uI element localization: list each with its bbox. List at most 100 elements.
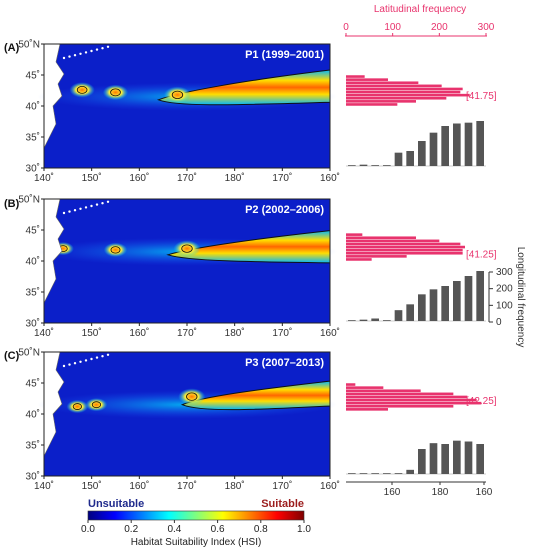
island	[106, 200, 110, 203]
lat-tick-label: 40˚	[26, 409, 40, 421]
lat-frequency-bar	[346, 404, 454, 408]
lon-frequency-bar	[383, 320, 391, 321]
island	[84, 51, 88, 54]
lat-frequency-bar	[346, 395, 468, 399]
lat-frequency-tick-label: 200	[431, 22, 448, 33]
suitability-contour	[91, 401, 102, 409]
colorbar-tick-label: 0.4	[167, 524, 181, 535]
lat-frequency-bar	[346, 392, 454, 396]
panel-a: (A) P1 (1999–2001) 50˚N 45˚ 40˚ 35˚ 30˚140˚ 15…	[4, 39, 497, 185]
suitability-contour	[76, 85, 88, 94]
panel-c-lat-histogram: [42.25]	[346, 383, 497, 411]
lat-frequency-bar	[346, 93, 470, 97]
island	[101, 355, 104, 358]
lon-frequency-bar	[359, 164, 368, 166]
lon-frequency-bar	[394, 473, 403, 474]
lon-hist-tick-label: 160	[384, 487, 401, 498]
lon-frequency-bar	[406, 304, 414, 321]
island	[62, 364, 66, 368]
panel-c: (C) P3 (2007–2013) 50˚N 45˚ 40˚ 35˚ 30˚140˚ 15…	[4, 347, 497, 499]
suitability-patch	[178, 388, 206, 405]
japan-landmass	[43, 351, 65, 457]
lat-frequency-title: Latitudinal frequency	[374, 4, 466, 15]
lon-frequency-bar	[371, 473, 379, 474]
period-title: P3 (2007–2013)	[245, 357, 324, 369]
lat-frequency-bar	[346, 258, 372, 261]
lat-tick-label: 30˚	[26, 318, 40, 330]
colorbar-low-label: Unsuitable	[88, 498, 144, 510]
lon-tick-label: 150˚	[82, 327, 102, 339]
lat-frequency-bar	[346, 383, 356, 386]
lon-frequency-bar	[476, 271, 484, 321]
peak-latitude-label: [41.25]	[466, 249, 497, 260]
panel-a-lon-histogram	[346, 121, 486, 167]
japan-landmass	[43, 198, 65, 304]
lon-frequency-bar	[383, 165, 391, 166]
panel-c-label: (C)	[4, 350, 20, 362]
lat-tick-label: 50˚N	[18, 347, 40, 359]
lat-tick-label: 40˚	[26, 256, 40, 268]
lon-tick-label: 150˚	[82, 480, 102, 492]
island	[68, 363, 71, 366]
lat-frequency-bar	[346, 96, 447, 100]
lat-frequency-bar	[346, 401, 482, 405]
lon-frequency-bar	[464, 122, 473, 166]
lon-frequency-bar	[371, 165, 379, 166]
lat-frequency-tick-label: 100	[384, 22, 401, 33]
colorbar-ticks: 0.0 0.2 0.4 0.6 0.8 1.0	[81, 520, 311, 535]
lat-tick-label: 50˚N	[18, 194, 40, 206]
panel-c-lon-histogram: 160 180 160	[346, 440, 493, 498]
lat-tick-label: 50˚N	[18, 39, 40, 51]
lon-frequency-bar	[441, 286, 449, 321]
lat-tick-label: 35˚	[26, 440, 40, 452]
lon-tick-label: 160˚	[320, 480, 340, 492]
lon-hist-tick-label: 160	[476, 487, 493, 498]
lon-frequency-tick-label: 300	[496, 267, 513, 278]
lat-frequency-bar	[346, 81, 419, 85]
island	[106, 353, 110, 356]
lon-tick-label: 170˚	[177, 172, 197, 184]
lat-frequency-bar	[346, 84, 442, 88]
colorbar: Unsuitable Suitable 0.0 0.2 0.4 0.6 0.8 1.0 H…	[81, 498, 311, 548]
lon-frequency-bar	[348, 165, 356, 166]
lat-frequency-bar	[346, 251, 463, 255]
suitability-contour	[171, 90, 184, 99]
island	[79, 360, 82, 363]
lon-frequency-tick-label: 100	[496, 300, 513, 311]
lon-frequency-bar	[429, 443, 438, 474]
lat-frequency-tick-label: 300	[478, 22, 495, 33]
panel-a-label: (A)	[4, 42, 20, 54]
lon-frequency-bar	[464, 276, 473, 321]
island	[95, 356, 99, 359]
lat-frequency-bar	[346, 90, 461, 94]
island	[73, 362, 77, 365]
island	[73, 54, 77, 57]
suitability-contour	[72, 403, 82, 410]
lat-frequency-tick-label: 0	[343, 22, 349, 33]
suitability-patch	[69, 82, 95, 98]
lon-frequency-bar	[418, 449, 426, 474]
lat-frequency-bar	[346, 242, 461, 246]
lon-frequency-bar	[418, 294, 426, 321]
lat-frequency-bar	[346, 100, 416, 103]
suitability-patch	[103, 242, 128, 257]
colorbar-title: Habitat Suitability Index (HSI)	[131, 537, 262, 548]
lon-frequency-bar	[359, 473, 368, 474]
lon-tick-label: 170˚	[177, 327, 197, 339]
lat-frequency-bar	[346, 78, 388, 81]
lon-frequency-bar	[476, 121, 484, 166]
lat-frequency-bar	[346, 103, 398, 106]
period-title: P1 (1999–2001)	[245, 49, 324, 61]
lat-tick-label: 35˚	[26, 132, 40, 144]
lon-frequency-bar	[406, 151, 414, 166]
island	[79, 52, 82, 55]
lon-tick-label: 170˚	[177, 480, 197, 492]
panel-b-lat-histogram: [41.25]	[346, 233, 497, 261]
suitability-contour	[110, 88, 121, 97]
lon-tick-label: 150˚	[82, 172, 102, 184]
suitability-contour	[110, 246, 121, 254]
island	[68, 210, 71, 213]
lat-tick-label: 40˚	[26, 101, 40, 113]
lat-frequency-bar	[346, 233, 363, 236]
